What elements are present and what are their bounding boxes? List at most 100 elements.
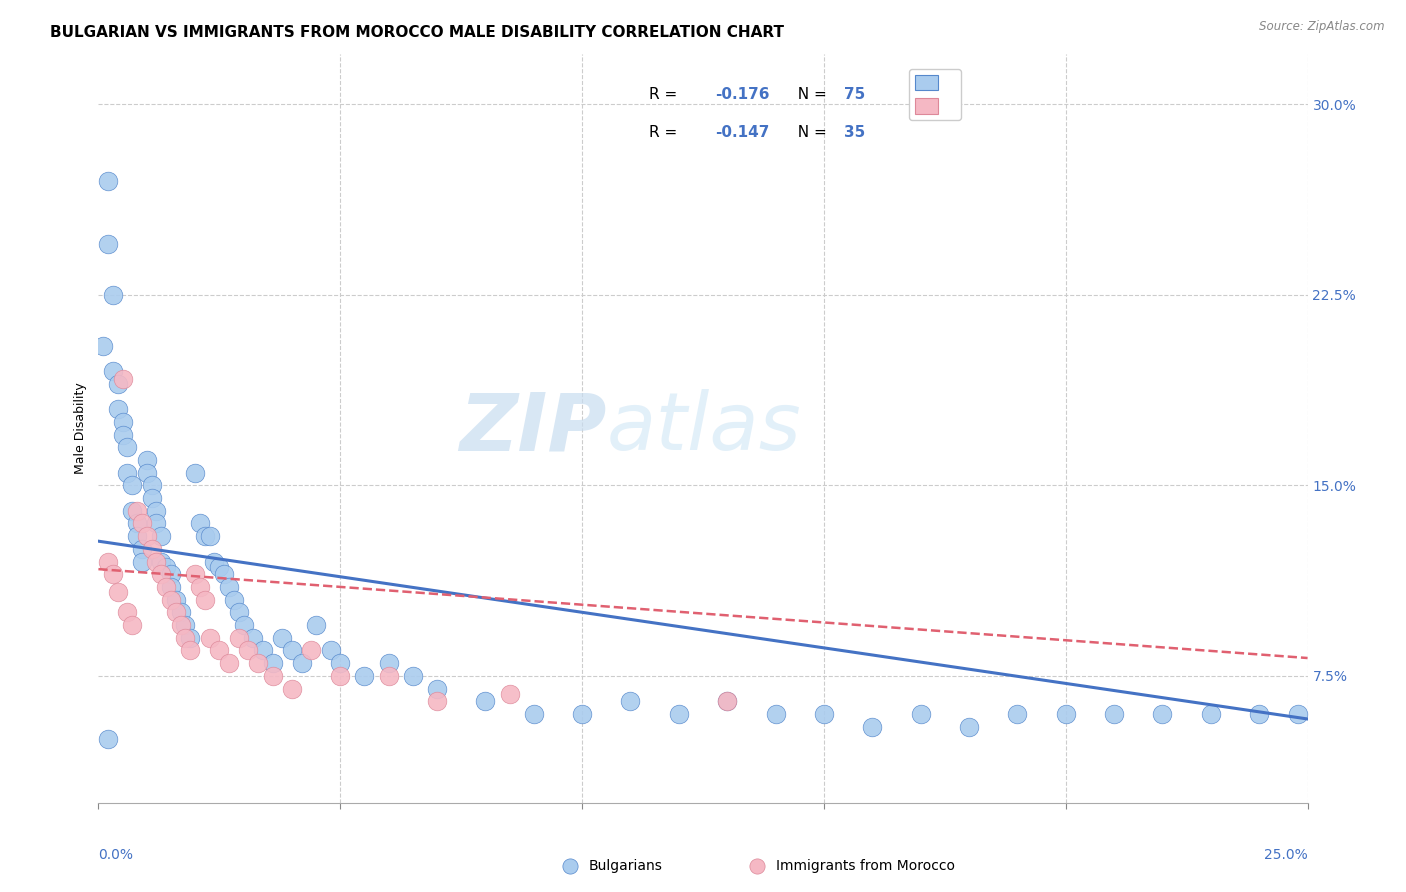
Text: BULGARIAN VS IMMIGRANTS FROM MOROCCO MALE DISABILITY CORRELATION CHART: BULGARIAN VS IMMIGRANTS FROM MOROCCO MAL… xyxy=(51,25,785,40)
Point xyxy=(228,631,250,645)
Point xyxy=(319,643,342,657)
Point xyxy=(1249,706,1271,721)
Point xyxy=(169,605,191,619)
Text: Source: ZipAtlas.com: Source: ZipAtlas.com xyxy=(1260,20,1385,33)
Point xyxy=(377,656,399,670)
Text: 0.0%: 0.0% xyxy=(98,847,134,862)
Point xyxy=(131,554,153,568)
Point xyxy=(141,478,163,492)
Point xyxy=(165,605,187,619)
Point xyxy=(97,237,120,252)
Point xyxy=(716,694,738,708)
Text: -0.147: -0.147 xyxy=(716,125,769,140)
Point xyxy=(247,656,270,670)
Point xyxy=(212,567,235,582)
Point xyxy=(198,529,221,543)
Point xyxy=(141,541,163,556)
Point xyxy=(145,504,167,518)
Point xyxy=(145,516,167,531)
Point xyxy=(329,669,352,683)
Point xyxy=(174,631,197,645)
Point xyxy=(290,656,312,670)
Point xyxy=(305,618,328,632)
Point xyxy=(111,371,134,385)
Point xyxy=(262,656,284,670)
Point xyxy=(232,618,254,632)
Point xyxy=(101,288,124,302)
Point xyxy=(150,567,173,582)
Point xyxy=(208,643,231,657)
Point xyxy=(121,618,143,632)
Point xyxy=(218,580,240,594)
Point xyxy=(179,643,201,657)
Point xyxy=(571,706,593,721)
Point xyxy=(329,656,352,670)
Point xyxy=(101,567,124,582)
Text: -0.176: -0.176 xyxy=(716,87,769,103)
Legend:  ,  : , xyxy=(910,69,962,120)
Point xyxy=(204,554,226,568)
Point xyxy=(101,364,124,378)
Point xyxy=(111,415,134,429)
Point xyxy=(377,669,399,683)
Text: Bulgarians: Bulgarians xyxy=(588,860,662,873)
Point xyxy=(97,554,120,568)
Point xyxy=(813,706,835,721)
Point xyxy=(127,516,149,531)
Point xyxy=(299,643,322,657)
Point xyxy=(107,402,129,417)
Point xyxy=(184,466,207,480)
Point xyxy=(252,643,274,657)
Text: Immigrants from Morocco: Immigrants from Morocco xyxy=(776,860,955,873)
Point xyxy=(160,567,183,582)
Text: 35: 35 xyxy=(845,125,866,140)
Point xyxy=(281,681,304,696)
Point xyxy=(1102,706,1125,721)
Point xyxy=(111,427,134,442)
Point xyxy=(765,706,787,721)
Point xyxy=(1007,706,1029,721)
Text: ZIP: ZIP xyxy=(458,389,606,467)
Point xyxy=(910,706,932,721)
Text: R =: R = xyxy=(648,87,682,103)
Point xyxy=(474,694,496,708)
Point xyxy=(131,541,153,556)
Point xyxy=(135,529,157,543)
Point xyxy=(218,656,240,670)
Text: R =: R = xyxy=(648,125,682,140)
Point xyxy=(97,732,120,747)
Point xyxy=(262,669,284,683)
Point xyxy=(121,478,143,492)
Text: N =: N = xyxy=(787,87,831,103)
Point xyxy=(131,516,153,531)
Point xyxy=(127,504,149,518)
Point xyxy=(127,529,149,543)
Point xyxy=(117,466,139,480)
Point xyxy=(619,694,641,708)
Point xyxy=(150,554,173,568)
Point xyxy=(188,580,211,594)
Point xyxy=(1286,706,1309,721)
Point xyxy=(121,504,143,518)
Point xyxy=(222,592,245,607)
Point xyxy=(169,618,191,632)
Point xyxy=(145,554,167,568)
Point xyxy=(426,681,449,696)
Point xyxy=(97,173,120,187)
Point xyxy=(174,618,197,632)
Y-axis label: Male Disability: Male Disability xyxy=(75,383,87,474)
Point xyxy=(135,453,157,467)
Point xyxy=(194,592,217,607)
Point xyxy=(498,687,520,701)
Point xyxy=(208,559,231,574)
Point xyxy=(1054,706,1077,721)
Point xyxy=(160,580,183,594)
Point xyxy=(198,631,221,645)
Point xyxy=(716,694,738,708)
Text: N =: N = xyxy=(787,125,831,140)
Point xyxy=(117,605,139,619)
Point xyxy=(271,631,294,645)
Point xyxy=(1152,706,1174,721)
Point xyxy=(668,706,690,721)
Point xyxy=(242,631,264,645)
